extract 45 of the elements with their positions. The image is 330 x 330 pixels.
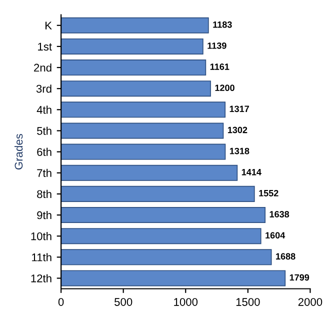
- y-tick-label: 7th: [37, 168, 52, 177]
- data-label: 1183: [213, 21, 232, 28]
- data-label: 1552: [259, 190, 278, 196]
- data-label: 1139: [208, 42, 226, 49]
- y-tick-label: 8th: [37, 190, 52, 198]
- bar: [61, 228, 262, 244]
- data-label: 1638: [270, 211, 290, 218]
- data-label: 1200: [215, 84, 234, 92]
- bar: [61, 207, 266, 224]
- y-tick-label: 3rd: [36, 84, 52, 93]
- data-label: 1414: [242, 168, 262, 176]
- x-tick-label: 2000: [298, 298, 322, 306]
- y-tick-label: 9th: [37, 210, 52, 220]
- y-tick-label: 2nd: [34, 63, 52, 72]
- y-tick-label: 12th: [31, 274, 52, 282]
- y-tick-label: 11th: [32, 253, 52, 262]
- bar: [61, 38, 204, 54]
- data-label: 1161: [210, 64, 230, 70]
- bar: [61, 186, 255, 202]
- bar: [61, 249, 272, 266]
- data-label: 1317: [230, 106, 249, 112]
- bar: [61, 102, 226, 118]
- data-label: 1318: [230, 148, 250, 154]
- y-tick-label: 5th: [37, 126, 52, 135]
- x-tick-label: 1000: [174, 298, 198, 306]
- bar: [61, 144, 226, 160]
- y-axis-title: Grades: [14, 134, 23, 170]
- y-tick-label: 6th: [37, 148, 52, 156]
- y-tick-label: 1st: [38, 42, 52, 51]
- x-tick-label: 1500: [236, 298, 260, 306]
- data-label: 1302: [228, 126, 248, 134]
- bar: [61, 17, 209, 34]
- bar: [61, 270, 286, 286]
- data-label: 1799: [290, 274, 310, 281]
- x-tick-label: 0: [58, 298, 64, 306]
- bar: [61, 60, 206, 76]
- y-tick-label: K: [46, 22, 52, 30]
- bar: [61, 164, 238, 181]
- y-tick-label: 10th: [31, 232, 52, 240]
- bar: [61, 80, 211, 97]
- bar: [61, 122, 224, 139]
- data-label: 1604: [266, 232, 286, 238]
- data-label: 1688: [276, 253, 296, 260]
- y-tick-label: 4th: [36, 106, 52, 114]
- x-tick-label: 500: [114, 298, 132, 306]
